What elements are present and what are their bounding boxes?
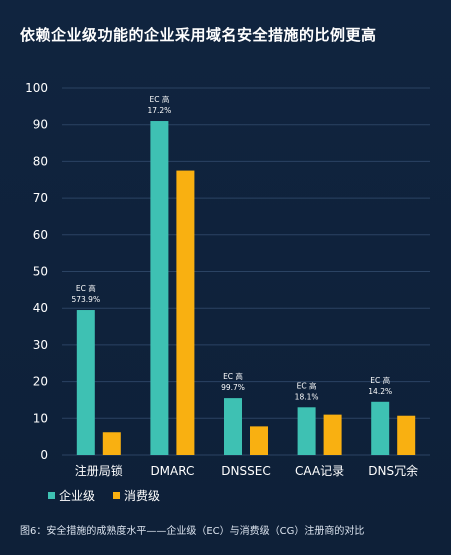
bar-consumer-0 [102,432,121,455]
bar-enterprise-2 [224,398,242,455]
legend-swatch-consumer [113,492,121,499]
x-tick-label-4: DNS冗余 [368,463,418,478]
y-tick-label-20: 20 [33,375,48,389]
x-tick-label-1: DMARC [150,464,194,478]
annotation-line2-1: 17.2% [147,106,171,115]
y-tick-label-80: 80 [33,154,48,168]
chart-title: 依赖企业级功能的企业采用域名安全措施的比例更高 [20,26,377,44]
annotation-line1-4: EC 高 [370,375,390,385]
bar-enterprise-4 [371,401,390,455]
bar-enterprise-1 [150,121,169,455]
bar-consumer-4 [397,415,416,455]
bar-consumer-1 [176,170,195,455]
y-tick-label-0: 0 [40,448,48,462]
annotation-line1-0: EC 高 [76,283,96,293]
y-tick-label-30: 30 [33,338,48,352]
legend: 企业级 消费级 [48,487,160,504]
annotation-line1-2: EC 高 [223,371,243,381]
legend-label-consumer: 消费级 [124,489,161,503]
legend-label-enterprise: 企业级 [59,489,96,503]
y-tick-label-50: 50 [33,265,48,279]
bar-enterprise-0 [76,310,95,455]
legend-item-consumer: 消费级 [113,487,160,504]
x-tick-label-2: DNSSEC [221,464,270,478]
y-tick-label-10: 10 [33,411,48,425]
y-tick-label-100: 100 [25,81,48,95]
y-tick-label-70: 70 [33,191,48,205]
legend-swatch-enterprise [48,492,55,499]
y-tick-label-90: 90 [33,118,48,132]
bar-enterprise-3 [297,407,316,455]
annotation-line2-0: 573.9% [71,295,100,304]
x-tick-label-3: CAA记录 [295,464,344,478]
annotation-line1-3: EC 高 [297,380,317,390]
bar-chart: 0 10 20 30 40 50 60 70 80 90 100 注册局锁 EC 高 573.9% DMAR… [25,81,430,478]
bar-consumer-2 [250,426,268,455]
annotation-line2-4: 14.2% [368,387,392,396]
annotation-line1-1: EC 高 [149,94,169,104]
annotation-line2-3: 18.1% [295,392,319,401]
y-tick-label-60: 60 [33,228,48,242]
y-tick-label-40: 40 [33,301,48,315]
bar-consumer-3 [323,414,342,455]
figure-caption: 图6：安全措施的成熟度水平——企业级（EC）与消费级（CG）注册商的对比 [20,526,365,537]
legend-item-enterprise: 企业级 [48,487,95,504]
x-tick-label-0: 注册局锁 [75,463,123,478]
annotation-line2-2: 99.7% [221,383,245,392]
